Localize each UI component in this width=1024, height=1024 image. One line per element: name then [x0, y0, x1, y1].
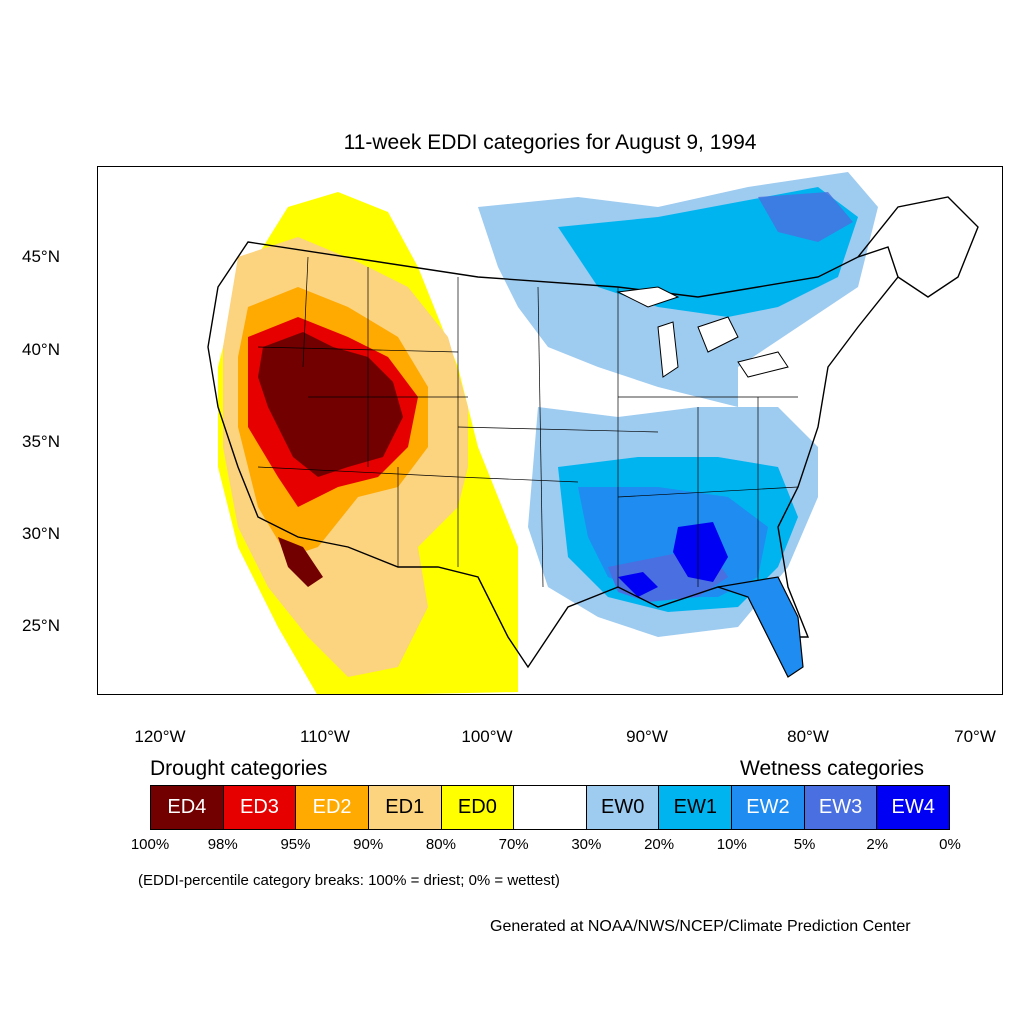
category-colorbar: ED4 ED3 ED2 ED1 ED0 EW0 EW1 EW2 EW3 EW4 — [150, 785, 950, 830]
lon-label-70: 70°W — [954, 727, 996, 746]
region-ew2-northeast — [758, 192, 853, 242]
legend-cell-ed0: ED0 — [441, 786, 515, 829]
percent-break-label: 5% — [793, 836, 816, 853]
northeast-coast — [857, 196, 979, 298]
lon-label-90: 90°W — [626, 727, 668, 746]
credit-line: Generated at NOAA/NWS/NCEP/Climate Predi… — [490, 918, 911, 935]
wetness-legend-title: Wetness categories — [740, 757, 925, 780]
percent-break-label: 80% — [425, 836, 456, 853]
percent-break-label: 30% — [571, 836, 602, 853]
great-lakes — [616, 286, 789, 378]
legend-cell-ew4: EW4 — [877, 786, 950, 829]
legend-cell-ed1: ED1 — [368, 786, 442, 829]
percent-break-label: 10% — [716, 836, 747, 853]
legend-cell-ew3: EW3 — [804, 786, 878, 829]
legend-cell-ew1: EW1 — [659, 786, 733, 829]
percent-break-label: 2% — [866, 836, 889, 853]
region-ed4-west — [258, 332, 403, 477]
lon-label-80: 80°W — [787, 727, 829, 746]
region-ed4-southwest — [278, 537, 323, 587]
lat-label-40: 40°N — [22, 340, 60, 359]
map-canvas — [207, 172, 979, 694]
legend-cell-ew2: EW2 — [732, 786, 805, 829]
state-lines — [257, 256, 799, 588]
florida — [717, 576, 804, 678]
map-title: 11-week EDDI categories for August 9, 19… — [343, 131, 757, 154]
eddi-map — [97, 166, 1003, 695]
legend-cell-ed4: ED4 — [151, 786, 224, 829]
percent-break-label: 100% — [130, 836, 170, 853]
lat-label-25: 25°N — [22, 616, 60, 635]
region-ew4-gulf — [618, 522, 728, 597]
category-note: (EDDI-percentile category breaks: 100% =… — [138, 872, 560, 889]
percent-break-label: 90% — [353, 836, 384, 853]
percent-break-label: 70% — [498, 836, 529, 853]
lon-label-110: 110°W — [300, 727, 350, 746]
percent-break-label: 20% — [644, 836, 675, 853]
percent-break-label: 98% — [207, 836, 238, 853]
percent-break-label: 0% — [939, 836, 961, 853]
legend-cell-ed3: ED3 — [223, 786, 297, 829]
lon-label-120: 120°W — [134, 727, 186, 746]
legend-cell-ed2: ED2 — [296, 786, 369, 829]
legend-cell-ew0: EW0 — [586, 786, 660, 829]
lat-label-30: 30°N — [22, 524, 60, 543]
drought-legend-title: Drought categories — [150, 757, 328, 780]
lat-label-45: 45°N — [22, 247, 60, 266]
lat-label-35: 35°N — [22, 432, 60, 451]
legend-cell-neutral — [514, 786, 587, 829]
percent-break-label: 95% — [280, 836, 311, 853]
lon-label-100: 100°W — [461, 727, 513, 746]
